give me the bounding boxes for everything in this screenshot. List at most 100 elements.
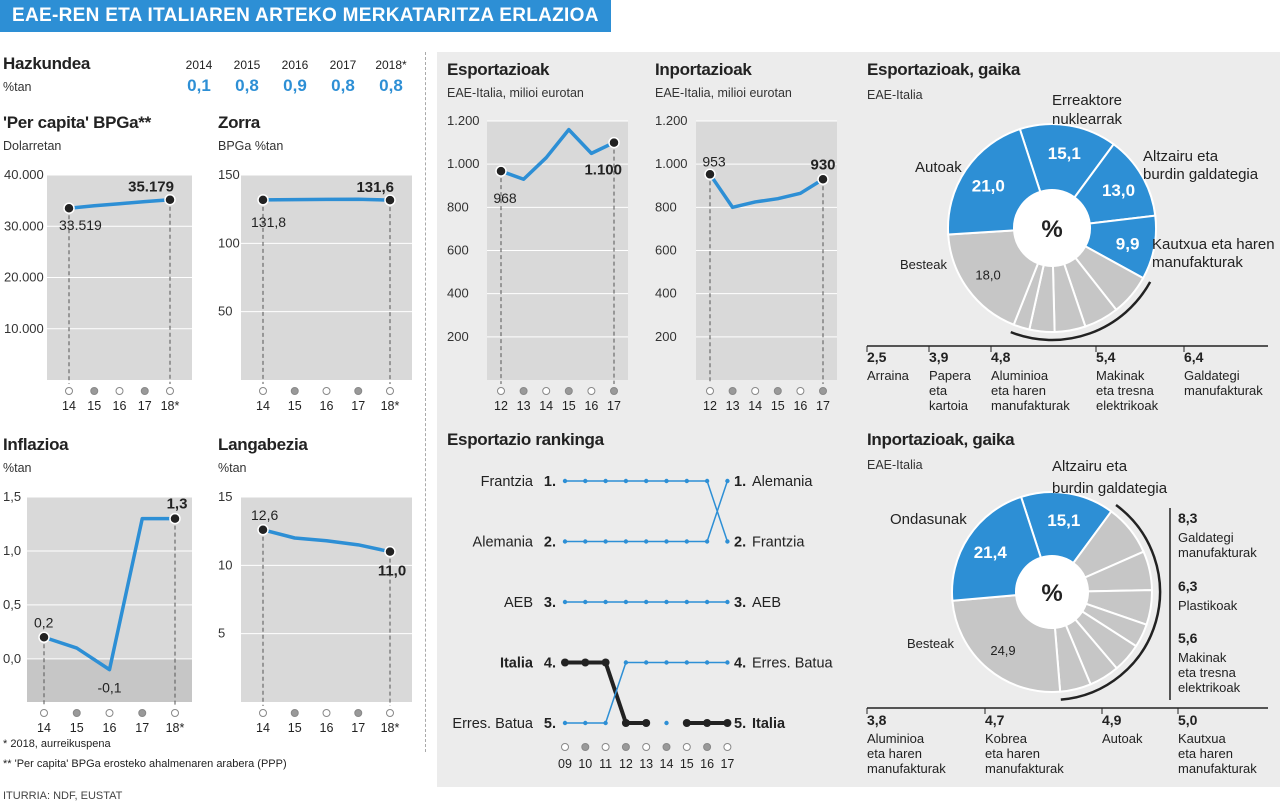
data-label: 1.100 — [584, 162, 622, 179]
x-tick-marker — [662, 743, 671, 751]
x-tick-marker — [259, 709, 267, 717]
data-label: -0,1 — [97, 680, 121, 696]
growth-value: 0,8 — [235, 76, 259, 95]
x-tick-marker — [290, 709, 299, 717]
small-value: 4,9 — [1102, 712, 1122, 728]
slice-label: Erreaktore — [1052, 92, 1123, 109]
rank-point — [704, 599, 710, 605]
y-tick-label: 10.000 — [4, 321, 44, 336]
x-tick-label: 17 — [138, 399, 152, 413]
data-label: 11,0 — [378, 563, 406, 580]
y-tick-label: 400 — [655, 286, 677, 301]
x-tick-marker — [105, 709, 114, 717]
rank-point — [664, 660, 669, 665]
small-value: 6,4 — [1184, 349, 1204, 365]
x-tick-marker — [564, 387, 573, 395]
small-value: 5,4 — [1096, 349, 1116, 365]
rank-point — [725, 478, 730, 484]
y-tick-label: 30.000 — [4, 218, 44, 233]
chart-title: Langabezia — [218, 435, 308, 454]
x-tick-marker — [819, 387, 827, 395]
small-value: 3,9 — [929, 349, 949, 365]
x-tick-label: 13 — [639, 757, 653, 771]
y-tick-label: 20.000 — [4, 270, 44, 285]
data-label: 968 — [493, 190, 517, 206]
small-name: Arraina — [867, 368, 909, 383]
small-value: 4,7 — [985, 712, 1005, 728]
rank-point — [603, 720, 608, 726]
y-tick-label: 600 — [655, 243, 677, 258]
data-point — [384, 545, 396, 558]
growth-year: 2015 — [233, 58, 261, 72]
x-tick-marker — [561, 743, 569, 751]
chart-unit: BPGa %tan — [218, 139, 284, 153]
y-tick-label: 400 — [447, 286, 469, 301]
x-tick-marker — [642, 743, 651, 751]
rank-left-number: 3. — [544, 595, 556, 611]
y-tick-label: 800 — [447, 199, 469, 214]
source-note: ITURRIA: NDF, EUSTAT — [3, 790, 123, 802]
rank-point — [623, 660, 629, 665]
small-name: manufakturak — [991, 398, 1070, 413]
chart-title: Esportazio rankinga — [447, 430, 604, 449]
x-tick-label: 16 — [320, 399, 334, 413]
slice-value: 15,1 — [1048, 144, 1081, 163]
x-tick-label: 15 — [288, 721, 302, 735]
x-tick-label: 15 — [87, 399, 101, 413]
rank-left-name: Italia — [500, 656, 534, 672]
data-point — [164, 193, 176, 206]
rank-point — [621, 719, 630, 727]
small-name: eta haren — [985, 746, 1040, 761]
x-tick-marker — [703, 743, 712, 751]
x-tick-marker — [259, 387, 267, 395]
small-name: eta haren — [867, 746, 922, 761]
data-point — [704, 168, 716, 181]
x-tick-label: 12 — [619, 757, 633, 771]
y-tick-label: 1.000 — [655, 156, 688, 171]
chart-title: Inportazioak, gaika — [867, 430, 1015, 449]
rank-point — [603, 478, 608, 484]
x-tick-marker — [140, 387, 149, 395]
chart-unit: EAE-Italia — [867, 88, 923, 102]
rank-right-number: 2. — [734, 535, 746, 551]
x-tick-marker — [138, 709, 147, 717]
growth-value: 0,9 — [283, 76, 307, 95]
growth-value: 0,8 — [379, 76, 403, 95]
small-value: 5,0 — [1178, 712, 1198, 728]
x-tick-marker — [621, 743, 630, 751]
rank-left-name: Frantzia — [481, 474, 534, 490]
x-tick-label: 14 — [660, 757, 674, 771]
small-name: eta tresna — [1178, 665, 1236, 680]
x-tick-label: 15 — [562, 399, 576, 413]
x-tick-marker — [115, 387, 124, 395]
x-tick-label: 18* — [381, 721, 400, 735]
rank-point — [725, 539, 730, 544]
x-tick-label: 16 — [700, 757, 714, 771]
x-tick-label: 17 — [607, 399, 621, 413]
y-tick-label: 5 — [218, 626, 225, 641]
chart-title: Inflazioa — [3, 435, 69, 454]
x-tick-marker — [497, 387, 505, 395]
data-point — [817, 173, 829, 186]
rank-point — [623, 599, 629, 605]
y-tick-label: 40.000 — [4, 167, 44, 182]
x-tick-label: 14 — [256, 399, 270, 413]
slice-label: Ondasunak — [890, 511, 967, 528]
rank-point — [684, 599, 689, 605]
rank-point — [581, 658, 590, 667]
y-tick-label: 1.000 — [447, 156, 480, 171]
rank-point — [725, 599, 730, 605]
rank-segment — [706, 480, 729, 542]
x-tick-label: 14 — [62, 399, 76, 413]
chart-title: Esportazioak — [447, 60, 550, 79]
rank-point — [684, 539, 689, 544]
x-tick-marker — [166, 387, 174, 395]
x-tick-marker — [610, 387, 618, 395]
y-tick-label: 1.200 — [655, 113, 688, 128]
slice-value: 21,4 — [974, 543, 1008, 562]
rank-point — [642, 719, 651, 727]
x-tick-marker — [587, 387, 596, 395]
rank-left-number: 1. — [544, 474, 556, 490]
growth-value: 0,8 — [331, 76, 355, 95]
